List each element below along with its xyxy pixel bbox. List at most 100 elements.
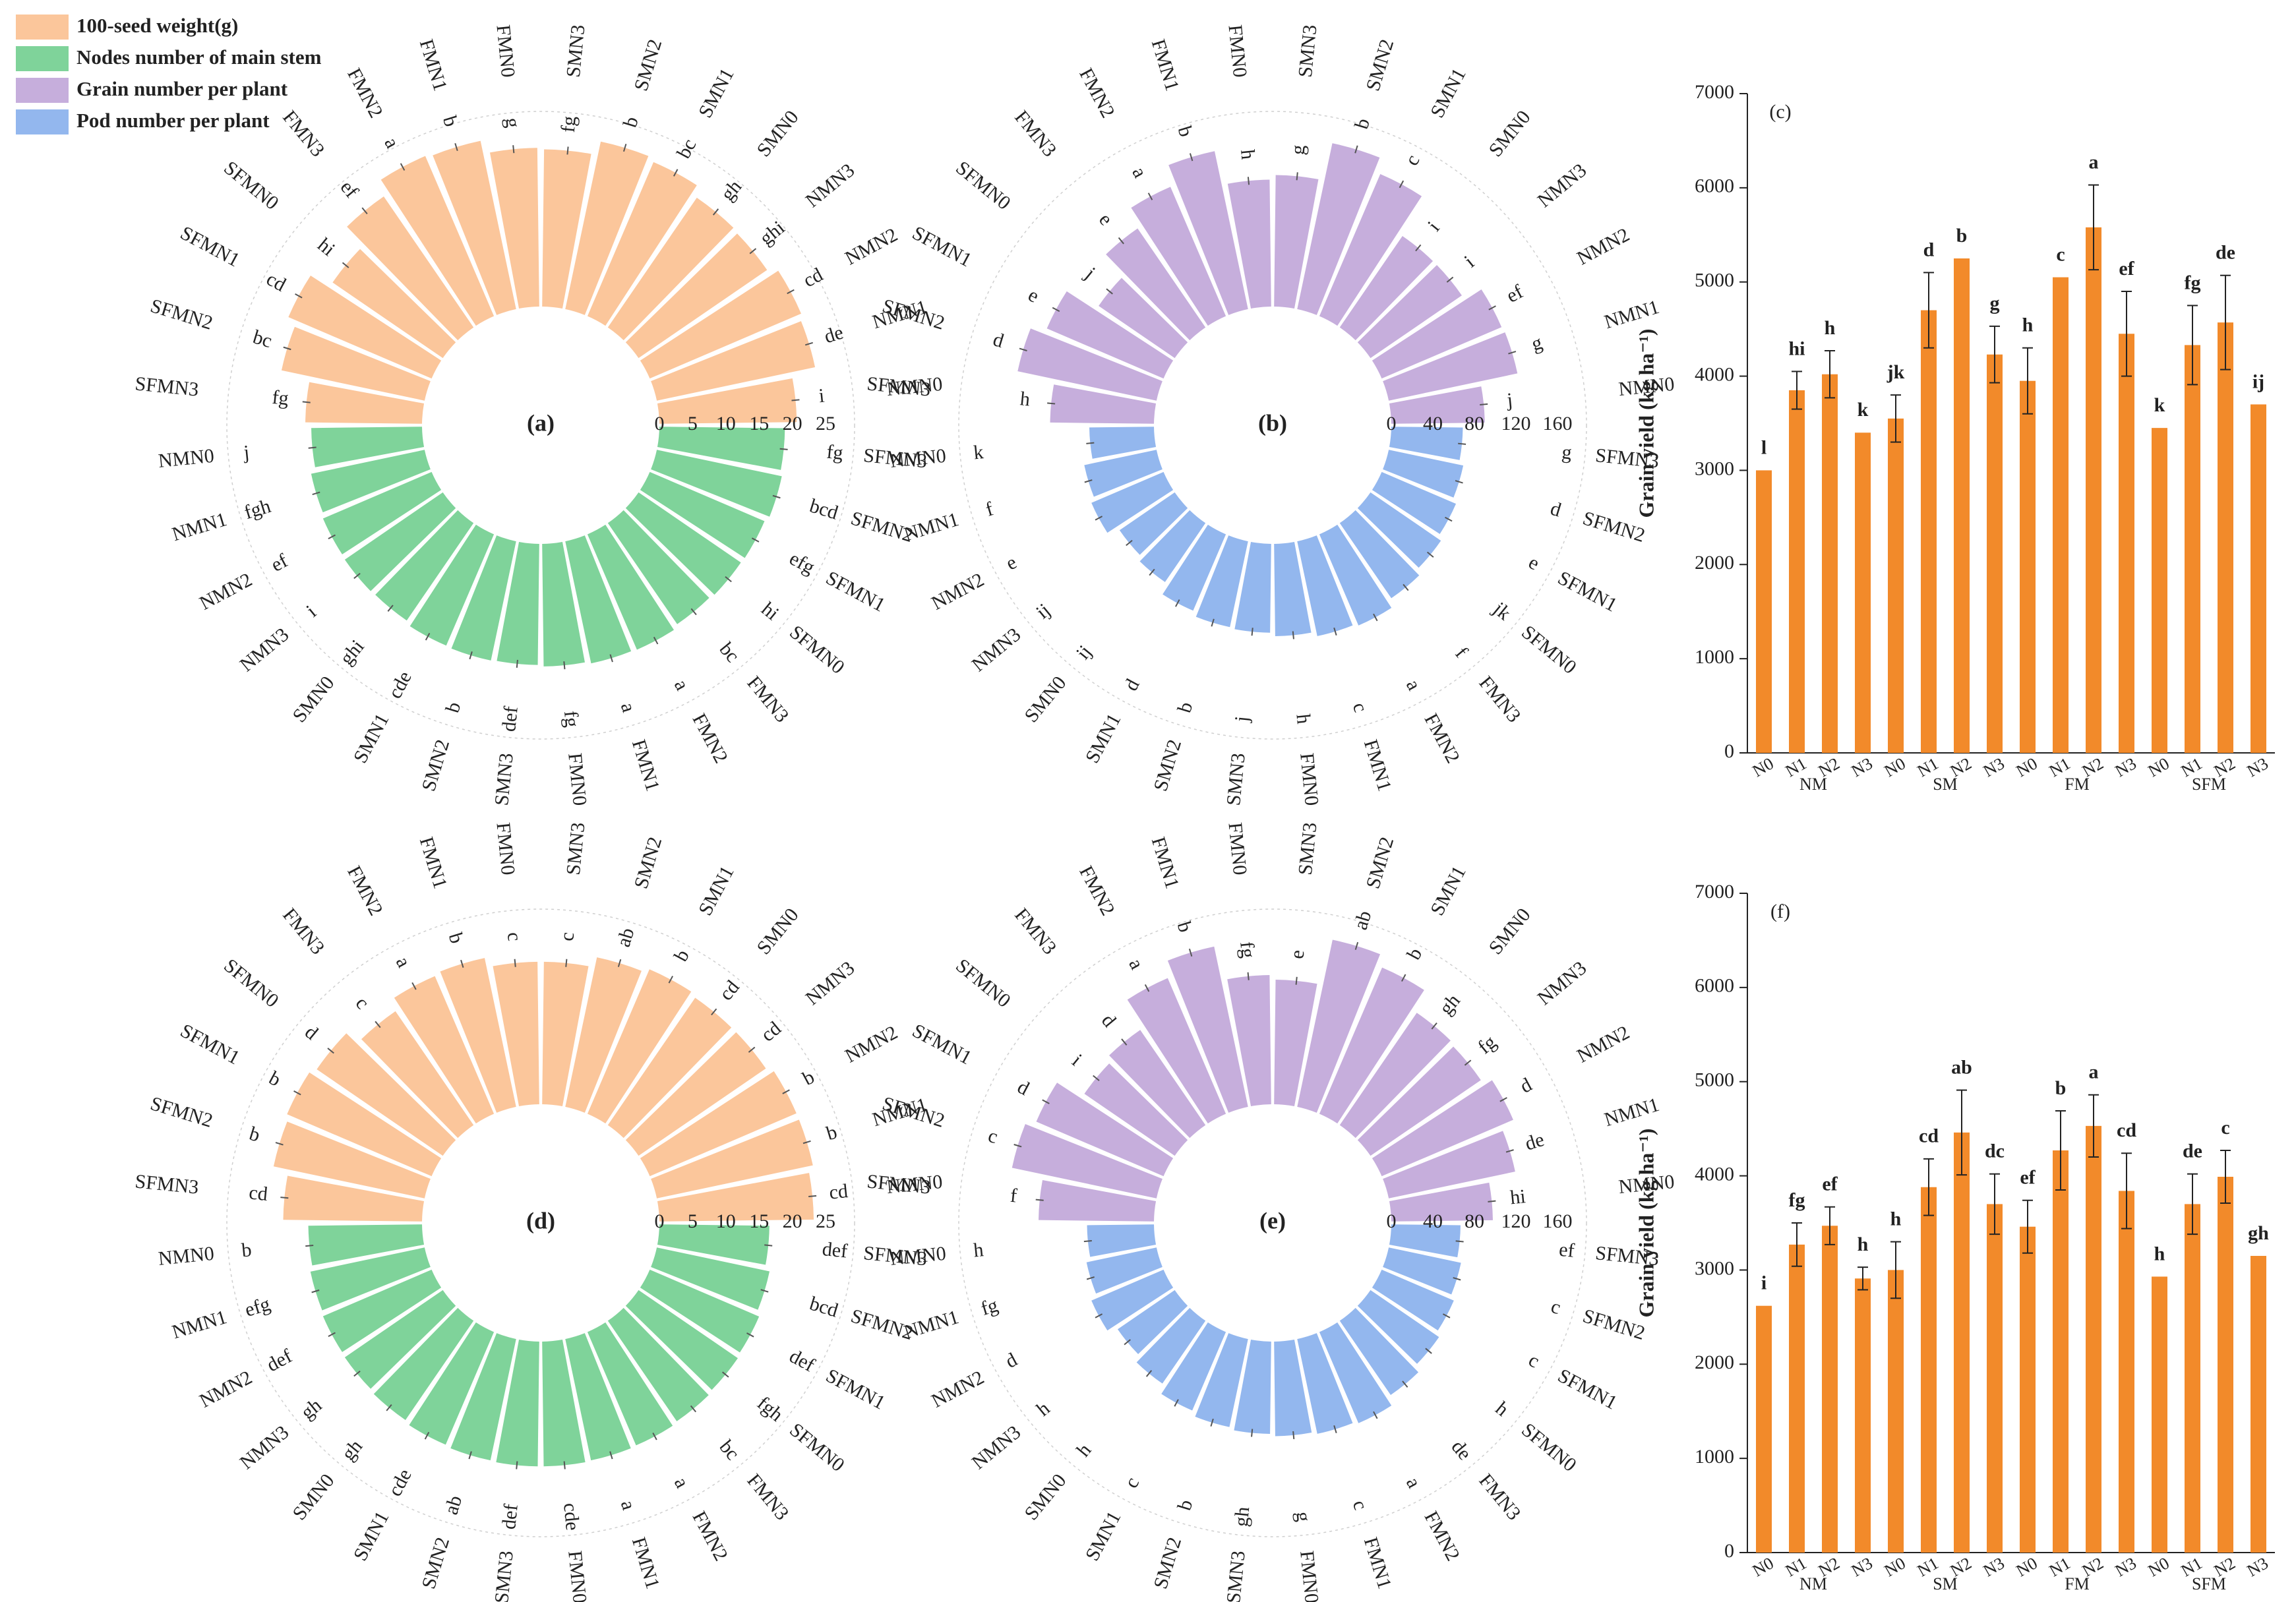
error-bar — [725, 576, 732, 583]
outer-bar — [1036, 1083, 1174, 1177]
significance-letter: a — [617, 1498, 640, 1512]
significance-letter: cde — [384, 1466, 416, 1500]
error-bar — [1505, 1149, 1514, 1153]
bar — [1888, 1270, 1904, 1553]
outer-bar — [1339, 236, 1434, 341]
significance-letter: b — [1173, 699, 1197, 715]
category-label: SFMN0 — [1517, 1419, 1581, 1476]
significance-letter: def — [786, 1345, 818, 1376]
inner-bar — [1084, 450, 1163, 497]
scale-tick-label: 40 — [1423, 1210, 1443, 1232]
error-bar — [469, 651, 473, 660]
significance-letter: j — [1231, 715, 1254, 724]
inner-bar — [1089, 427, 1157, 459]
error-bar — [460, 959, 464, 968]
error-bar — [1210, 1418, 1214, 1427]
outer-bar — [283, 1175, 425, 1222]
error-bar — [454, 142, 458, 152]
error-bar — [1333, 627, 1337, 636]
inner-bar — [1297, 535, 1353, 636]
category-label: FMN1 — [628, 737, 664, 794]
legend-label: 100-seed weight(g) — [76, 14, 238, 37]
inner-bar — [344, 1290, 456, 1389]
y-tick-label: 7000 — [1695, 881, 1734, 903]
bar-chart-f: 0 1000 2000 3000 4000 5000 6000 7000 Grain yield… — [1634, 881, 2275, 1593]
error-bar — [361, 207, 368, 214]
inner-bar — [1383, 450, 1464, 498]
significance-letter: h — [973, 1239, 984, 1261]
outer-bar — [1046, 291, 1174, 379]
category-label: FMN3 — [742, 672, 793, 727]
significance-letter: e — [1025, 284, 1042, 307]
inner-bar — [607, 1307, 709, 1421]
inner-bar — [1119, 492, 1188, 555]
significance-letter: ab — [440, 1493, 467, 1518]
inner-bar — [587, 524, 675, 650]
error-bar — [1086, 442, 1095, 444]
bar — [2251, 404, 2266, 753]
inner-bar — [1091, 471, 1174, 533]
error-bar — [468, 1451, 472, 1460]
significance-letter: a — [392, 953, 415, 971]
y-axis-title: Grain yield (kg ha⁻¹) — [1634, 1129, 1658, 1318]
significance-letter: b — [438, 113, 462, 129]
significance-letter: c — [2056, 243, 2065, 265]
scale-tick-label: 0 — [1387, 1210, 1397, 1232]
x-tick-label: N0 — [2013, 754, 2041, 781]
significance-letter: b — [1173, 919, 1197, 935]
significance-letter: a — [2089, 1061, 2099, 1083]
significance-letter: c — [1525, 1349, 1543, 1372]
inner-bar — [657, 1224, 770, 1265]
bar — [2251, 1256, 2266, 1553]
outer-bar — [625, 233, 768, 359]
significance-letter: def — [498, 1503, 522, 1530]
error-bar — [1106, 288, 1113, 295]
scale-tick-label: 120 — [1501, 413, 1531, 434]
category-label: FMN0 — [1296, 1550, 1323, 1602]
significance-letter: def — [821, 1238, 848, 1262]
inner-bar — [308, 1224, 425, 1266]
inner-bar — [651, 1247, 770, 1310]
error-bar — [1373, 613, 1378, 622]
bar — [1756, 1305, 1772, 1553]
error-bar — [1488, 305, 1496, 311]
significance-letter: gh — [338, 1436, 367, 1465]
outer-bar — [1050, 384, 1157, 424]
bar — [2119, 1191, 2134, 1553]
significance-letter: fg — [979, 1294, 1001, 1320]
outer-bar — [1357, 264, 1462, 359]
significance-letter: b — [241, 1239, 253, 1261]
error-bar — [772, 494, 781, 499]
category-label: SMN0 — [752, 106, 802, 161]
error-bar — [1292, 1431, 1295, 1440]
bar — [1789, 1244, 1805, 1553]
bar — [1921, 1187, 1937, 1553]
category-label: FMN0 — [564, 1550, 591, 1602]
inner-bar — [542, 1339, 586, 1467]
category-label: SMN3 — [491, 1550, 518, 1602]
category-label: SFMN0 — [1517, 621, 1581, 678]
panel-label: (a) — [527, 409, 555, 436]
inner-bar — [1139, 510, 1206, 582]
significance-letter: g — [1529, 332, 1545, 355]
panel-label: (d) — [526, 1207, 555, 1233]
significance-letter: h — [1825, 317, 1836, 339]
significance-letter: k — [973, 441, 984, 463]
bar — [1987, 354, 2003, 753]
significance-letter: c — [1120, 1473, 1143, 1491]
significance-letter: cde — [384, 668, 416, 702]
error-bar — [1508, 351, 1517, 355]
y-tick-label: 0 — [1724, 1540, 1734, 1562]
outer-bar — [281, 326, 431, 401]
significance-letter: i — [818, 385, 826, 407]
inner-bar — [1195, 535, 1248, 628]
significance-letter: b — [265, 1067, 284, 1090]
outer-bar — [1099, 278, 1188, 359]
scale-tick-label: 20 — [783, 1210, 802, 1232]
legend-label: Grain number per plant — [76, 77, 288, 100]
group-label: FM — [2065, 775, 2090, 794]
bar — [2185, 345, 2200, 753]
outer-bar — [565, 957, 642, 1113]
error-bar — [1354, 145, 1358, 154]
